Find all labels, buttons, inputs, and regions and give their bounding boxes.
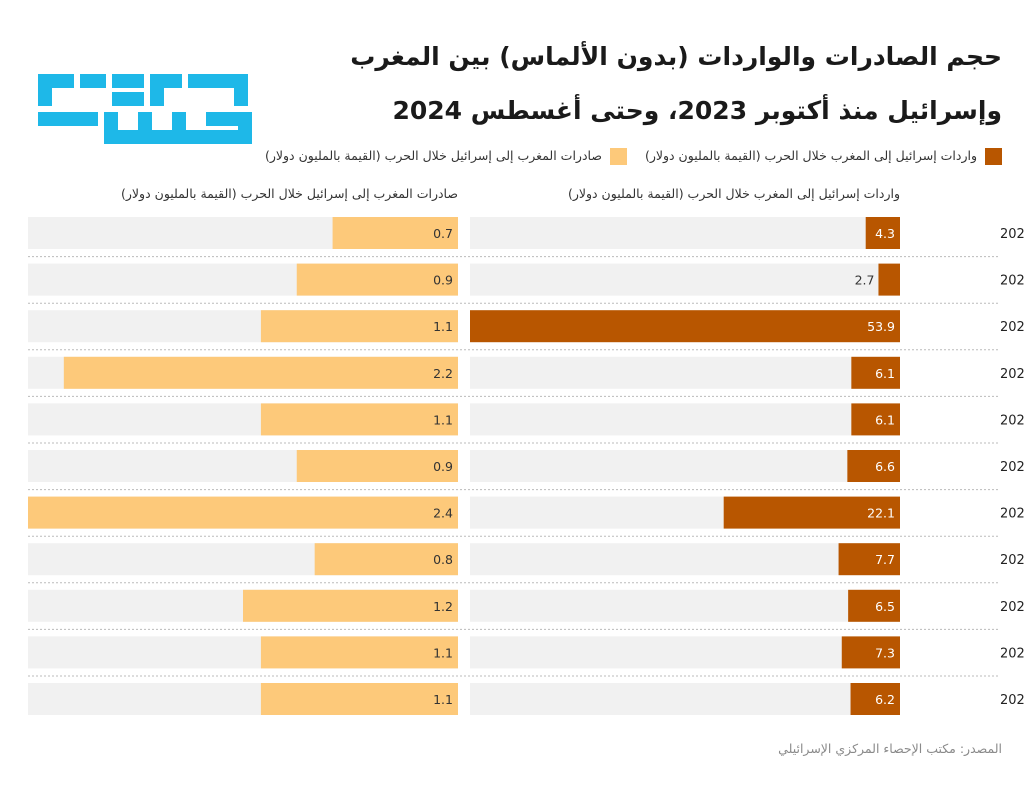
imports-panel-title: واردات إسرائيل إلى المغرب خلال الحرب (ال… bbox=[567, 186, 900, 201]
legend-swatch-imports bbox=[985, 147, 1002, 165]
legend-item-imports: واردات إسرائيل إلى المغرب خلال الحرب (ال… bbox=[645, 146, 1002, 166]
imports-bar bbox=[865, 217, 900, 249]
exports-value-label: 1.1 bbox=[433, 645, 453, 660]
imports-track bbox=[470, 636, 900, 669]
imports-track bbox=[470, 217, 900, 249]
category-label: يناير 2024 bbox=[1000, 367, 1024, 382]
imports-track bbox=[470, 450, 900, 482]
imports-value-label: 6.5 bbox=[875, 599, 895, 614]
exports-bar bbox=[260, 310, 458, 343]
imports-value-label: 22.1 bbox=[867, 506, 895, 521]
exports-value-label: 2.2 bbox=[433, 366, 453, 381]
category-label: ديسمبر 2023 bbox=[1000, 320, 1024, 335]
legend-label-exports: صادرات المغرب إلى إسرائيل خلال الحرب (ال… bbox=[264, 148, 602, 163]
imports-value-label: 7.3 bbox=[875, 645, 895, 660]
legend-label-imports: واردات إسرائيل إلى المغرب خلال الحرب (ال… bbox=[644, 148, 977, 163]
imports-value-label: 4.3 bbox=[875, 226, 895, 241]
imports-track bbox=[470, 403, 900, 436]
imports-bar bbox=[723, 496, 900, 529]
exports-value-label: 0.9 bbox=[433, 459, 453, 474]
imports-track bbox=[470, 263, 900, 296]
imports-bar bbox=[851, 403, 900, 436]
exports-bar bbox=[260, 403, 458, 436]
imports-bar bbox=[841, 636, 900, 669]
exports-value-label: 2.4 bbox=[433, 506, 453, 521]
category-label: يوليو 2024 bbox=[1000, 646, 1024, 661]
imports-value-label: 53.9 bbox=[867, 319, 895, 334]
exports-value-label: 1.1 bbox=[433, 692, 453, 707]
imports-value-label: 6.1 bbox=[875, 412, 895, 427]
exports-bar bbox=[28, 496, 458, 529]
imports-value-label: 6.2 bbox=[875, 692, 895, 707]
arabi-post-logo bbox=[38, 74, 252, 144]
imports-bar bbox=[838, 543, 900, 576]
exports-bar bbox=[296, 450, 458, 482]
chart-title: حجم الصادرات والواردات (بدون الألماس) بي… bbox=[350, 42, 1002, 125]
category-label: يونيو 2024 bbox=[1000, 600, 1024, 615]
legend: واردات إسرائيل إلى المغرب خلال الحرب (ال… bbox=[122, 146, 1002, 171]
imports-bar bbox=[470, 310, 900, 343]
imports-bar bbox=[847, 450, 900, 482]
exports-value-label: 0.9 bbox=[433, 273, 453, 288]
imports-bar bbox=[848, 589, 900, 622]
imports-value-label: 6.6 bbox=[875, 459, 895, 474]
category-label: أبريل 2024 bbox=[1000, 505, 1024, 522]
imports-bar bbox=[878, 263, 900, 296]
imports-bar bbox=[851, 356, 900, 389]
legend-swatch-exports bbox=[609, 147, 627, 165]
imports-track bbox=[470, 683, 900, 715]
category-label: فبراير 2024 bbox=[1000, 413, 1024, 428]
imports-track bbox=[470, 589, 900, 622]
legend-item-exports: صادرات المغرب إلى إسرائيل خلال الحرب (ال… bbox=[265, 146, 627, 166]
exports-panel-title: صادرات المغرب إلى إسرائيل خلال الحرب (ال… bbox=[121, 186, 458, 201]
imports-bar bbox=[850, 683, 900, 715]
exports-bar bbox=[260, 636, 458, 669]
exports-value-label: 1.1 bbox=[433, 319, 453, 334]
exports-bar bbox=[296, 263, 458, 296]
imports-value-label: 6.1 bbox=[875, 366, 895, 381]
exports-bar bbox=[314, 543, 458, 576]
imports-value-label: 2.7 bbox=[855, 273, 875, 288]
exports-value-label: 1.1 bbox=[433, 412, 453, 427]
exports-bar bbox=[260, 683, 458, 715]
exports-value-label: 0.8 bbox=[433, 552, 453, 567]
exports-bar bbox=[63, 356, 458, 389]
category-label: أكتوبر 2023 bbox=[1000, 225, 1024, 242]
exports-bar bbox=[332, 217, 458, 249]
imports-value-label: 7.7 bbox=[875, 552, 895, 567]
category-label: مايو 2024 bbox=[1000, 553, 1024, 568]
imports-track bbox=[470, 543, 900, 576]
exports-value-label: 1.2 bbox=[433, 599, 453, 614]
exports-value-label: 0.7 bbox=[433, 226, 453, 241]
exports-bar bbox=[243, 589, 458, 622]
category-label: نوفمبر 2023 bbox=[1000, 274, 1024, 289]
category-label: أغسطس 2024 bbox=[1000, 691, 1024, 708]
source-note: المصدر: مكتب الإحصاء المركزي الإسرائيلي bbox=[778, 741, 1002, 756]
imports-track bbox=[470, 356, 900, 389]
category-label: مارس 2024 bbox=[1000, 460, 1024, 475]
